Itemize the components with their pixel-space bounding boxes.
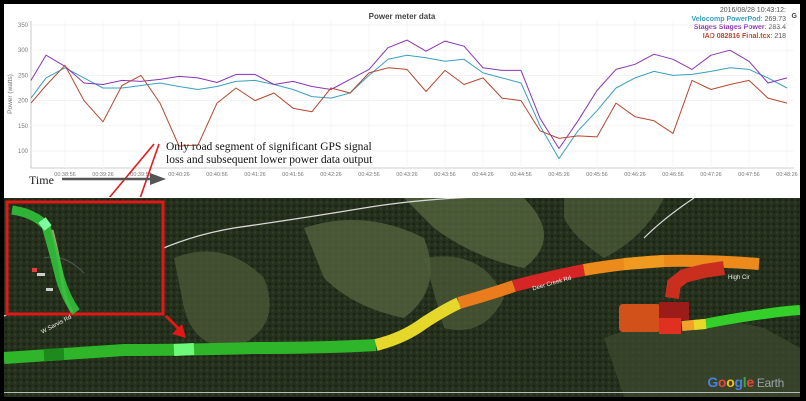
ride-track-green bbox=[703, 305, 800, 329]
legend-item-velocomp: Velocomp PowerPod: 269.73 bbox=[691, 15, 786, 23]
ride-track-orange bbox=[582, 254, 760, 276]
ride-track-yellow bbox=[374, 297, 462, 351]
svg-text:00:40:56: 00:40:56 bbox=[206, 172, 227, 178]
legend-item-iad: IAD 082816 Final.tcx: 218 bbox=[702, 32, 786, 40]
y-axis-label: Power (watts) bbox=[7, 74, 14, 114]
svg-text:00:44:56: 00:44:56 bbox=[510, 172, 531, 178]
svg-text:200: 200 bbox=[18, 99, 29, 105]
series-line bbox=[30, 54, 788, 160]
svg-text:00:42:26: 00:42:26 bbox=[320, 172, 341, 178]
svg-text:300: 300 bbox=[18, 48, 29, 54]
inset-track bbox=[11, 205, 80, 315]
ride-track-block bbox=[619, 304, 661, 332]
svg-text:00:43:56: 00:43:56 bbox=[434, 172, 455, 178]
legend-value: 218 bbox=[774, 32, 786, 40]
ride-track-orange bbox=[457, 280, 516, 309]
legend-item-stages: Stages Stages Power: 283.4 bbox=[693, 24, 786, 31]
annotation-line-1: Only road segment of significant GPS sig… bbox=[166, 141, 372, 153]
legend-label: Velocomp PowerPod bbox=[691, 15, 761, 23]
svg-text:00:39:26: 00:39:26 bbox=[92, 172, 113, 178]
svg-text:00:48:26: 00:48:26 bbox=[776, 172, 797, 178]
annotation-line-2: loss and subsequent lower power data out… bbox=[166, 154, 373, 166]
legend-value: 269.73 bbox=[764, 15, 786, 23]
ride-track-red bbox=[512, 264, 586, 292]
svg-text:00:46:26: 00:46:26 bbox=[624, 172, 645, 178]
gps-loss-annotation: Only road segment of significant GPS sig… bbox=[166, 141, 372, 167]
svg-text:00:39:56: 00:39:56 bbox=[130, 172, 151, 178]
annotation-pointer-line bbox=[139, 143, 160, 197]
svg-text:00:40:26: 00:40:26 bbox=[168, 172, 189, 178]
svg-text:00:47:26: 00:47:26 bbox=[700, 172, 721, 178]
map-road bbox=[643, 198, 695, 239]
inset-pointer-arrow bbox=[164, 314, 182, 332]
ride-track-red bbox=[665, 261, 726, 299]
svg-text:00:45:56: 00:45:56 bbox=[586, 172, 607, 178]
power-chart-panel: Power meter data 2016/08/28 10:43:12: Ve… bbox=[4, 4, 800, 197]
line-plot: 350 300 250 200 150 100 00:38:56 00:39:26 00:39… bbox=[7, 21, 798, 197]
svg-text:00:41:26: 00:41:26 bbox=[244, 172, 265, 178]
gps-inset bbox=[5, 200, 165, 316]
svg-text:350: 350 bbox=[18, 23, 29, 29]
svg-text:00:46:56: 00:46:56 bbox=[662, 172, 683, 178]
svg-text:00:44:26: 00:44:26 bbox=[472, 172, 493, 178]
svg-text:00:47:56: 00:47:56 bbox=[738, 172, 759, 178]
satellite-map[interactable]: W Sarvis Rd Deer Creek Rd High Cir Googl… bbox=[4, 198, 800, 397]
time-arrow-head bbox=[150, 173, 166, 185]
svg-text:150: 150 bbox=[18, 124, 29, 130]
plot-grid bbox=[30, 21, 794, 169]
legend-label: Stages Stages Power bbox=[693, 24, 765, 31]
svg-text:250: 250 bbox=[18, 73, 29, 79]
svg-text:00:38:56: 00:38:56 bbox=[54, 172, 75, 178]
svg-text:100: 100 bbox=[18, 149, 29, 155]
map-terrain bbox=[4, 198, 800, 397]
svg-text:00:45:26: 00:45:26 bbox=[548, 172, 569, 178]
google-wordmark: Google bbox=[707, 374, 754, 390]
legend-label: IAD 082816 Final.tcx bbox=[702, 32, 771, 40]
y-axis-ticks: 350 300 250 200 150 100 bbox=[18, 23, 29, 155]
time-axis-label: Time bbox=[29, 173, 54, 187]
svg-text:00:42:56: 00:42:56 bbox=[358, 172, 379, 178]
chart-legend: 2016/08/28 10:43:12: Velocomp PowerPod: … bbox=[691, 7, 786, 41]
legend-corner-label: G bbox=[791, 13, 797, 20]
chart-title: Power meter data bbox=[368, 12, 436, 21]
map-divider bbox=[4, 392, 800, 393]
legend-value: 283.4 bbox=[768, 24, 786, 31]
x-axis-ticks: 00:38:56 00:39:26 00:39:56 00:40:26 00:40:56… bbox=[54, 172, 797, 178]
series-line bbox=[30, 64, 788, 147]
series-lines bbox=[30, 39, 788, 160]
svg-text:00:41:56: 00:41:56 bbox=[282, 172, 303, 178]
svg-text:00:43:26: 00:43:26 bbox=[396, 172, 417, 178]
legend-timestamp: 2016/08/28 10:43:12: bbox=[719, 7, 786, 14]
road-label-high-cir: High Cir bbox=[728, 275, 750, 281]
annotation-pointer-line bbox=[108, 143, 155, 197]
google-earth-logo: Google Earth bbox=[707, 374, 784, 390]
figure-frame: Power meter data 2016/08/28 10:43:12: Ve… bbox=[4, 4, 800, 397]
earth-wordmark: Earth bbox=[756, 376, 784, 390]
series-line bbox=[30, 39, 788, 149]
